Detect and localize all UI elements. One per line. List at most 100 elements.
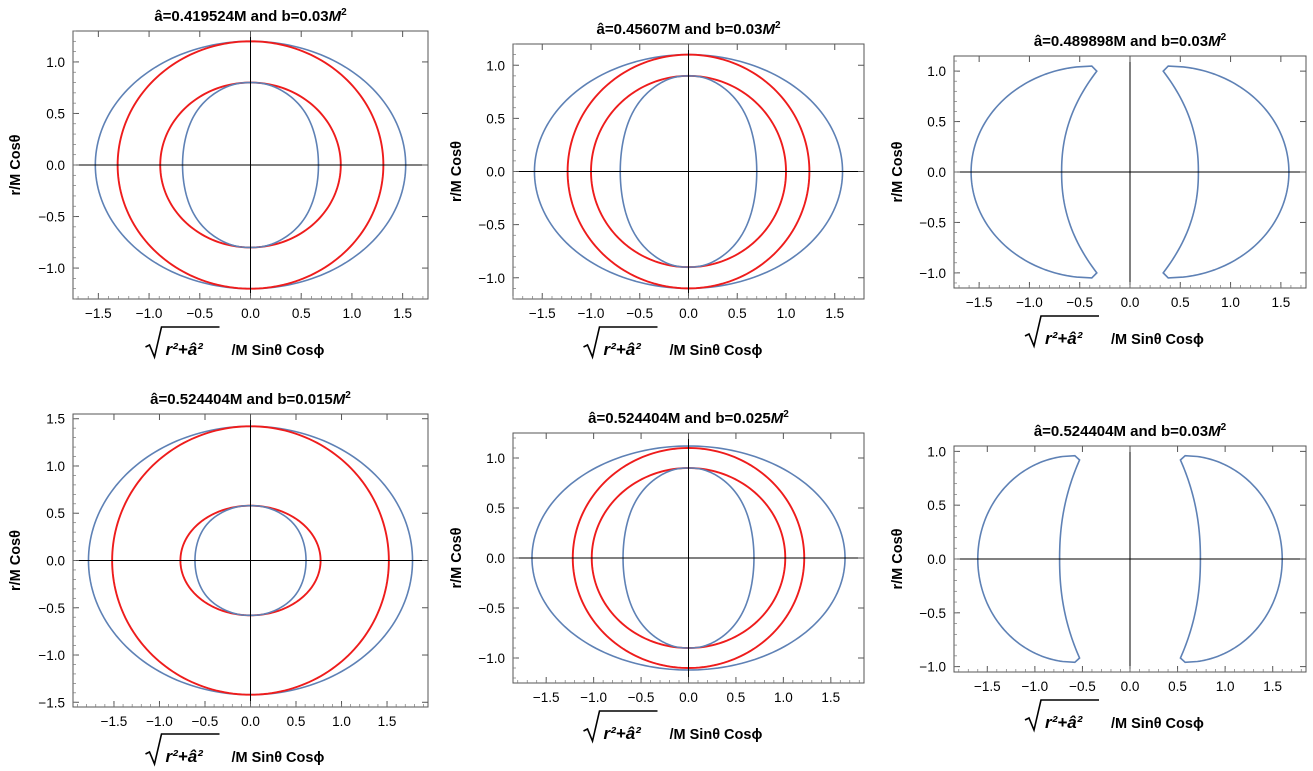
- y-tick-label: 1.0: [46, 459, 65, 474]
- y-tick-label: −1.0: [38, 261, 65, 276]
- x-tick-label: 0.5: [1168, 679, 1187, 694]
- x-label-rest: /M Sinθ Cosϕ: [232, 343, 325, 359]
- y-tick-label: −1.5: [38, 695, 65, 710]
- y-tick-label: 0.0: [927, 165, 946, 180]
- x-tick-label: 0.0: [679, 306, 698, 321]
- y-tick-label: 0.5: [486, 501, 505, 516]
- y-axis-label: r/M Cosθ: [890, 141, 906, 202]
- x-tick-label: 0.0: [679, 690, 698, 705]
- y-tick-label: −0.5: [919, 606, 946, 621]
- x-label-radicand: r²+â²: [166, 340, 205, 359]
- panel-title-unit: M: [1208, 423, 1221, 440]
- curve-1-part-1: [1179, 454, 1284, 664]
- panel-title-text: â=0.489898M and b=0.03: [1034, 33, 1208, 50]
- x-tick-label: 0.0: [241, 306, 260, 321]
- panel-title-exp: 2: [783, 409, 789, 420]
- y-tick-label: 0.0: [927, 552, 946, 567]
- curve-1-part-1: [1162, 65, 1290, 279]
- x-tick-label: 0.0: [241, 714, 260, 729]
- panel-title-unit: M: [771, 410, 784, 427]
- x-tick-label: −1.5: [533, 690, 560, 705]
- y-tick-label: 0.5: [927, 498, 946, 513]
- y-tick-label: −0.5: [38, 601, 65, 616]
- x-tick-label: −1.0: [1022, 679, 1049, 694]
- x-axis-label: r²+â²/M Sinθ Cosϕ: [583, 326, 763, 360]
- panel-title-exp: 2: [345, 390, 351, 401]
- y-axis-label: r/M Cosθ: [8, 530, 24, 591]
- sqrt-sign: [583, 326, 658, 360]
- x-tick-label: 1.0: [343, 306, 362, 321]
- y-tick-label: 1.0: [46, 55, 65, 70]
- x-tick-label: −1.5: [974, 679, 1001, 694]
- x-label-radicand: r²+â²: [1045, 713, 1084, 732]
- y-axis-label: r/M Cosθ: [8, 134, 24, 195]
- x-tick-label: 1.5: [1263, 679, 1282, 694]
- x-axis-label: r²+â²/M Sinθ Cosϕ: [583, 710, 763, 744]
- x-tick-label: −0.5: [192, 714, 219, 729]
- sqrt-sign: [1024, 315, 1099, 349]
- x-label-rest: /M Sinθ Cosϕ: [670, 343, 763, 359]
- curve-1-part-2: [970, 65, 1098, 279]
- x-tick-label: 1.5: [1271, 295, 1290, 310]
- x-tick-label: −1.0: [580, 690, 607, 705]
- x-label-rest: /M Sinθ Cosϕ: [232, 750, 325, 766]
- y-tick-label: −1.0: [919, 660, 946, 675]
- x-tick-label: 0.5: [287, 714, 306, 729]
- x-tick-label: 1.0: [1221, 295, 1240, 310]
- y-tick-label: 1.0: [927, 444, 946, 459]
- x-tick-label: 0.5: [292, 306, 311, 321]
- y-tick-label: 1.0: [486, 58, 505, 73]
- x-tick-label: −0.5: [628, 690, 655, 705]
- panel-title: â=0.45607M and b=0.03M2: [597, 20, 781, 38]
- x-tick-label: −0.5: [1066, 295, 1093, 310]
- y-tick-label: −0.5: [919, 215, 946, 230]
- panel-title: â=0.489898M and b=0.03M2: [1034, 32, 1227, 50]
- panel-title-text: â=0.419524M and b=0.03: [154, 8, 328, 25]
- y-tick-label: 0.5: [927, 115, 946, 130]
- panel-3: −1.5 −1.0 −0.5 0.0 0.5 1.0 1.5 −1.0 −0.5 0.0 0.5 1.…: [890, 32, 1307, 349]
- x-tick-label: 1.5: [393, 306, 412, 321]
- x-tick-label: −1.0: [578, 306, 605, 321]
- y-tick-label: 0.0: [486, 165, 505, 180]
- x-tick-label: 1.5: [825, 306, 844, 321]
- x-tick-label: 1.0: [777, 306, 796, 321]
- panel-title-unit: M: [333, 391, 346, 408]
- y-tick-label: 0.5: [46, 106, 65, 121]
- panel-title: â=0.524404M and b=0.025M2: [588, 409, 789, 427]
- x-label-radicand: r²+â²: [1045, 329, 1084, 348]
- panel-title-exp: 2: [341, 7, 347, 18]
- x-tick-label: −0.5: [186, 306, 213, 321]
- x-tick-label: 0.5: [1171, 295, 1190, 310]
- panel-title-unit: M: [762, 21, 775, 38]
- x-tick-label: 1.0: [774, 690, 793, 705]
- x-tick-label: 1.5: [821, 690, 840, 705]
- x-axis-label: r²+â²/M Sinθ Cosϕ: [145, 733, 325, 767]
- x-tick-label: −1.5: [529, 306, 556, 321]
- y-tick-label: −0.5: [478, 218, 505, 233]
- y-tick-label: 0.0: [486, 551, 505, 566]
- x-tick-label: −0.5: [1069, 679, 1096, 694]
- sqrt-sign: [583, 710, 658, 744]
- x-tick-label: −1.0: [1016, 295, 1043, 310]
- panel-title-text: â=0.524404M and b=0.03: [1034, 423, 1208, 440]
- y-tick-label: −1.0: [38, 648, 65, 663]
- x-axis-label: r²+â²/M Sinθ Cosϕ: [145, 326, 325, 360]
- sqrt-sign: [145, 326, 220, 360]
- x-tick-label: −1.5: [966, 295, 993, 310]
- y-tick-label: 1.5: [46, 412, 65, 427]
- y-tick-label: 1.0: [927, 64, 946, 79]
- x-axis-label: r²+â²/M Sinθ Cosϕ: [1024, 699, 1204, 733]
- x-tick-label: 0.0: [1121, 679, 1140, 694]
- y-tick-label: 0.0: [46, 554, 65, 569]
- panel-title-unit: M: [329, 8, 342, 25]
- y-tick-label: 0.0: [46, 158, 65, 173]
- x-tick-label: −1.5: [101, 714, 128, 729]
- x-label-radicand: r²+â²: [604, 724, 643, 743]
- y-axis-label: r/M Cosθ: [449, 527, 465, 588]
- y-tick-label: −1.0: [478, 651, 505, 666]
- x-label-rest: /M Sinθ Cosϕ: [670, 727, 763, 743]
- panel-6: −1.5 −1.0 −0.5 0.0 0.5 1.0 1.5 −1.0 −0.5 0.0 0.5 1.…: [890, 422, 1307, 733]
- sqrt-sign: [145, 733, 220, 767]
- panel-title-text: â=0.524404M and b=0.025: [588, 410, 771, 427]
